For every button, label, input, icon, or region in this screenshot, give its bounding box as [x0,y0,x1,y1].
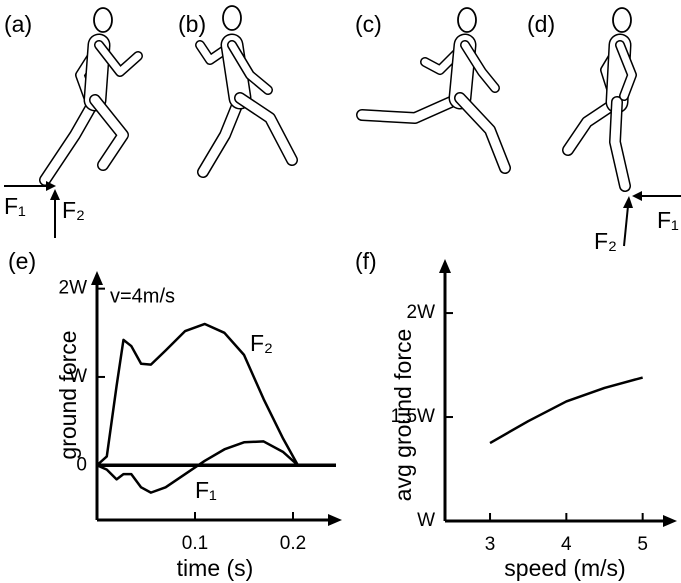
panel-label: (c) [355,11,382,37]
y-tick-label: 2W [59,278,88,299]
data-line [489,376,643,445]
force-label: F₁ [4,193,26,219]
chart-title: (e) [8,248,36,274]
limb [40,95,100,185]
limb [235,93,297,165]
x-tick-label: 0.2 [280,533,306,554]
panel-label: (b) [178,11,206,37]
head [612,7,632,33]
arrow-head [663,515,677,527]
limb [610,97,630,191]
series-label: F₂ [250,330,273,356]
y-axis-label: ground force [55,330,81,459]
arrow-head [632,191,642,201]
runner-drawings [39,5,637,192]
head [222,5,242,31]
limb [95,41,142,76]
x-axis-label: time (s) [177,555,254,581]
arrow-head [623,196,633,208]
arrow-head [439,259,451,273]
y-tick-label: 0 [76,454,87,475]
arrow-head [91,271,103,285]
limb [616,41,636,100]
x-tick-label: 4 [561,534,572,555]
x-tick-label: 0.1 [182,533,208,554]
x-tick-label: 5 [637,534,648,555]
head [457,7,477,33]
limb [357,93,465,123]
data-line [96,322,299,467]
y-tick-label: W [417,510,435,531]
y-tick-label: 1.5W [391,406,435,427]
force-arrow [623,205,629,247]
x-tick-label: 3 [485,534,496,555]
limb [90,95,128,170]
arrow-head [46,181,56,191]
limb [563,97,622,155]
limb [198,93,245,177]
y-tick-label: 2W [407,302,436,323]
annotation: v=4m/s [110,285,175,307]
data-line [96,440,299,494]
series-label: F₁ [195,477,217,503]
y-axis-label: avg ground force [390,329,416,502]
arrow-head [328,514,342,526]
limb [455,93,510,173]
limb [85,35,109,110]
force-label: F₂ [62,197,85,223]
y-tick-label: W [69,366,87,387]
limb [228,41,272,94]
force-label: F₂ [594,228,617,254]
panel-label: (d) [527,11,555,37]
x-axis-label: speed (m/s) [504,555,625,581]
panel-label: (a) [4,11,32,37]
force-label: F₁ [657,207,679,233]
limb [450,35,475,108]
head [93,7,113,33]
chart-title: (f) [355,248,377,274]
arrow-head [50,189,60,200]
limb [461,41,499,92]
